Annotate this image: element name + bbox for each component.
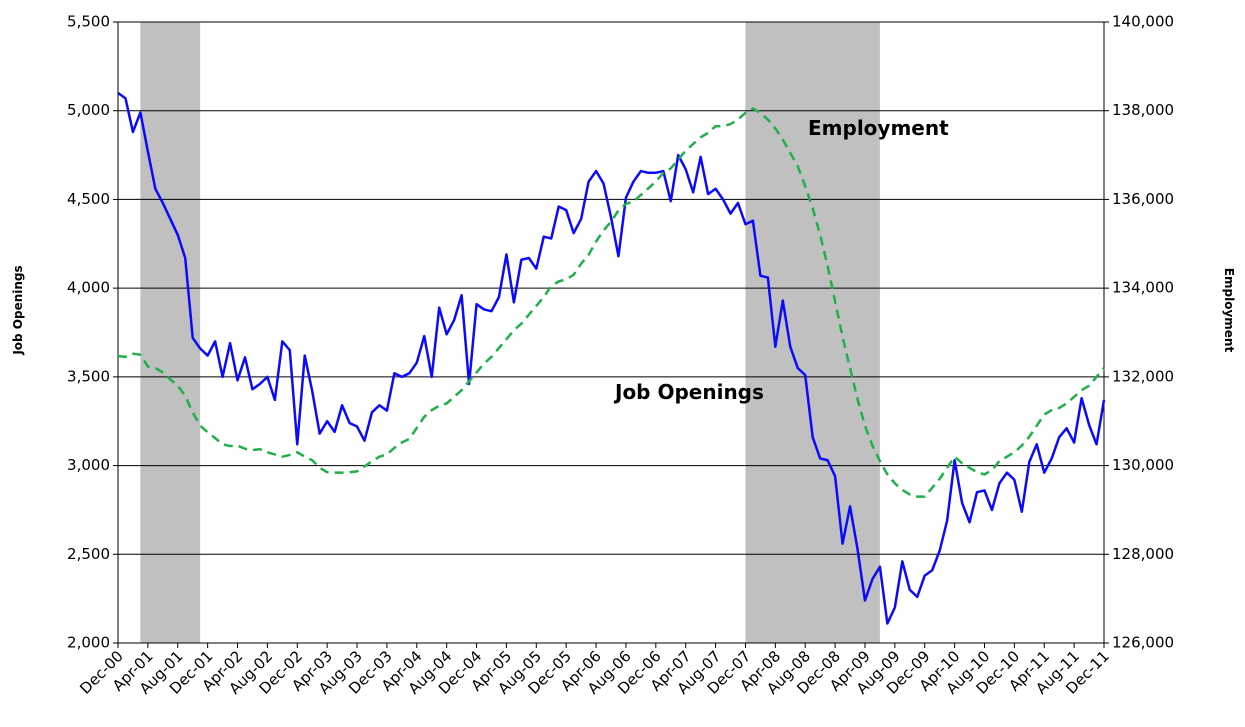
y2-tick-label: 126,000: [1112, 634, 1174, 652]
y-axis-title: Job Openings: [11, 265, 25, 355]
line-layer: [117, 91, 1106, 625]
y-tick-label: 2,000: [67, 634, 110, 652]
y2-tick-label: 134,000: [1112, 279, 1174, 297]
series-line: [117, 91, 1106, 625]
y2-tick-label: 140,000: [1112, 13, 1174, 31]
shading-layer: [140, 22, 880, 643]
y-tick-label: 5,000: [67, 101, 110, 119]
annotation: Job Openings: [613, 380, 764, 404]
grid-layer: [113, 21, 1109, 648]
series-line: [117, 107, 1105, 498]
y2-axis-title: Employment: [1222, 268, 1236, 353]
y2-tick-label: 138,000: [1112, 101, 1174, 119]
y-tick-label: 3,000: [67, 456, 110, 474]
y-tick-label: 3,500: [67, 367, 110, 385]
y-tick-label: 4,500: [67, 190, 110, 208]
y2-tick-label: 128,000: [1112, 545, 1174, 563]
y2-tick-label: 132,000: [1112, 367, 1174, 385]
y2-tick-label: 136,000: [1112, 190, 1174, 208]
y-tick-label: 2,500: [67, 545, 110, 563]
y2-tick-label: 130,000: [1112, 456, 1174, 474]
y-tick-label: 5,500: [67, 13, 110, 31]
shaded-range: [745, 22, 880, 643]
y-tick-label: 4,000: [67, 279, 110, 297]
annotation: Employment: [808, 116, 949, 140]
shaded-range: [140, 22, 201, 643]
